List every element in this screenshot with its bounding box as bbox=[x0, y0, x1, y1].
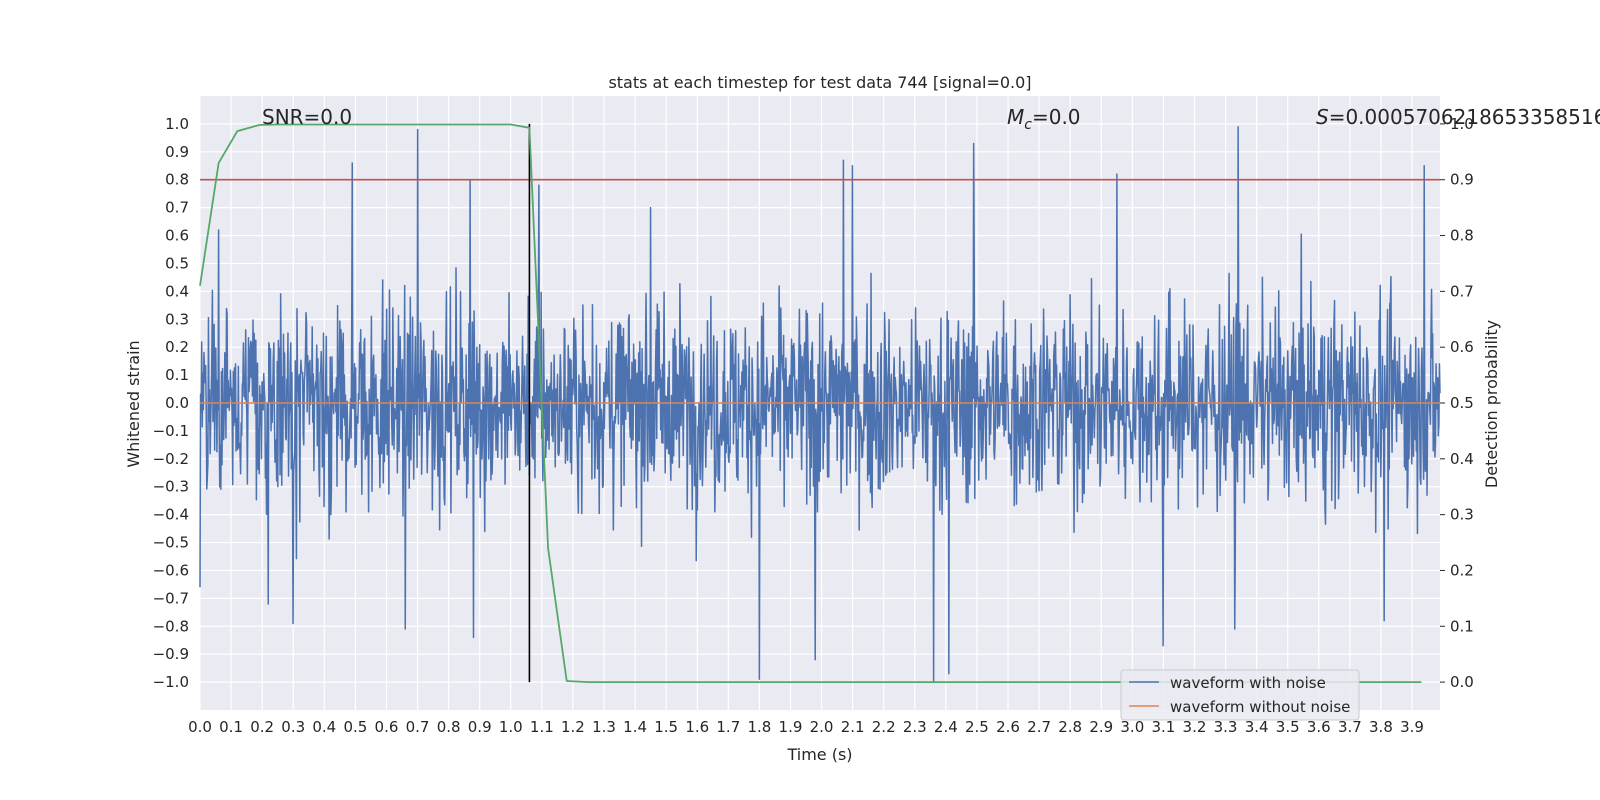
s-annotation-clip: S=0.0005706218653358516 bbox=[1316, 105, 1600, 129]
y-tick-label: 0.5 bbox=[165, 254, 189, 272]
x-tick-label: 0.8 bbox=[437, 718, 461, 736]
x-tick-label: 3.6 bbox=[1307, 718, 1331, 736]
x-tick-label: 1.4 bbox=[623, 718, 647, 736]
x-tick-label: 3.4 bbox=[1245, 718, 1269, 736]
x-tick-label: 1.5 bbox=[654, 718, 678, 736]
x-tick-label: 1.9 bbox=[779, 718, 803, 736]
x-tick-label: 1.1 bbox=[530, 718, 554, 736]
y-right-tick-label: 0.0 bbox=[1450, 673, 1474, 691]
chart-title: stats at each timestep for test data 744… bbox=[608, 73, 1031, 92]
s-annotation: S=0.0005706218653358516 bbox=[1316, 105, 1600, 129]
x-tick-label: 0.4 bbox=[312, 718, 336, 736]
y-tick-label: −0.2 bbox=[153, 450, 189, 468]
y-right-tick-label: 0.8 bbox=[1450, 227, 1474, 245]
mc-symbol: M bbox=[1007, 105, 1024, 129]
x-tick-label: 3.8 bbox=[1369, 718, 1393, 736]
x-tick-label: 2.3 bbox=[903, 718, 927, 736]
y-tick-label: 0.1 bbox=[165, 366, 189, 384]
x-tick-label: 2.5 bbox=[965, 718, 989, 736]
x-tick-label: 2.1 bbox=[841, 718, 865, 736]
y-right-tick-label: 0.3 bbox=[1450, 506, 1474, 524]
x-tick-label: 1.2 bbox=[561, 718, 585, 736]
x-tick-label: 0.5 bbox=[343, 718, 367, 736]
x-tick-label: 0.0 bbox=[188, 718, 212, 736]
series-detection-probability bbox=[199, 123, 1422, 683]
mc-value: =0.0 bbox=[1032, 105, 1081, 129]
y-right-tick-label: 0.2 bbox=[1450, 561, 1474, 579]
y-tick-label: −0.7 bbox=[153, 589, 189, 607]
x-axis-label: Time (s) bbox=[786, 745, 852, 764]
x-tick-label: 3.2 bbox=[1183, 718, 1207, 736]
x-tick-label: 0.6 bbox=[375, 718, 399, 736]
x-tick-label: 1.0 bbox=[499, 718, 523, 736]
x-tick-label: 3.0 bbox=[1120, 718, 1144, 736]
x-tick-label: 3.9 bbox=[1400, 718, 1424, 736]
x-tick-label: 2.2 bbox=[872, 718, 896, 736]
y-tick-label: −0.3 bbox=[153, 478, 189, 496]
y-tick-label: −0.9 bbox=[153, 645, 189, 663]
y-tick-label: −0.5 bbox=[153, 534, 189, 552]
y-tick-label: 0.4 bbox=[165, 282, 189, 300]
x-tick-label: 0.3 bbox=[281, 718, 305, 736]
y-tick-label: 1.0 bbox=[165, 115, 189, 133]
x-tick-label: 2.0 bbox=[810, 718, 834, 736]
y-tick-labels: 1.0 0.9 0.8 0.7 0.6 0.5 0.4 0.3 0.2 0.1 0.0 −0.1 −0.… bbox=[153, 115, 189, 691]
x-tick-label: 1.3 bbox=[592, 718, 616, 736]
mc-annotation: Mc=0.0 bbox=[1007, 105, 1081, 133]
y-right-tick-label: 0.1 bbox=[1450, 617, 1474, 635]
mc-subscript: c bbox=[1024, 117, 1032, 133]
legend-box bbox=[1120, 669, 1360, 721]
y-tick-label: 0.6 bbox=[165, 227, 189, 245]
y-right-tick-label: 0.4 bbox=[1450, 450, 1474, 468]
y-tick-label: 0.2 bbox=[165, 338, 189, 356]
y-tick-label: 0.7 bbox=[165, 199, 189, 217]
y-right-tick-label: 1.0 bbox=[1450, 115, 1474, 133]
y-tick-label: 0.3 bbox=[165, 310, 189, 328]
x-tick-label: 2.8 bbox=[1058, 718, 1082, 736]
y-tick-label: −1.0 bbox=[153, 673, 189, 691]
y-tick-label: 0.0 bbox=[165, 394, 189, 412]
y-tick-label: 0.9 bbox=[165, 143, 189, 161]
x-tick-label: 2.6 bbox=[996, 718, 1020, 736]
y-right-tick-label: 0.5 bbox=[1450, 394, 1474, 412]
x-tick-label: 2.9 bbox=[1089, 718, 1113, 736]
x-tick-label: 0.7 bbox=[406, 718, 430, 736]
x-tick-label: 2.7 bbox=[1027, 718, 1051, 736]
x-tick-label: 3.5 bbox=[1276, 718, 1300, 736]
y-axis-label: Whitened strain bbox=[124, 340, 143, 467]
s-value: =0.0005706218653358516 bbox=[1329, 105, 1600, 129]
series-waveform-with-noise bbox=[199, 125, 1441, 683]
y-right-tick-labels: 1.0 0.9 0.8 0.7 0.6 0.5 0.4 0.3 0.2 0.1 0.0 bbox=[1440, 115, 1474, 691]
x-tick-label: 1.6 bbox=[685, 718, 709, 736]
legend: waveform with noise waveform without noi… bbox=[1120, 669, 1360, 721]
y-tick-label: −0.4 bbox=[153, 506, 189, 524]
snr-annotation: SNR=0.0 bbox=[262, 105, 352, 129]
x-tick-label: 0.1 bbox=[219, 718, 243, 736]
legend-label-noise: waveform with noise bbox=[1170, 674, 1326, 692]
y-right-axis-label: Detection probability bbox=[1482, 320, 1501, 488]
x-tick-label: 2.4 bbox=[934, 718, 958, 736]
y-right-tick-label: 0.6 bbox=[1450, 338, 1474, 356]
x-tick-label: 3.7 bbox=[1338, 718, 1362, 736]
y-tick-label: −0.8 bbox=[153, 617, 189, 635]
x-tick-label: 1.7 bbox=[716, 718, 740, 736]
x-tick-label: 3.1 bbox=[1151, 718, 1175, 736]
legend-label-clean: waveform without noise bbox=[1170, 698, 1350, 716]
y-right-tick-label: 0.7 bbox=[1450, 282, 1474, 300]
s-symbol: S bbox=[1316, 105, 1329, 129]
x-tick-label: 3.3 bbox=[1214, 718, 1238, 736]
y-tick-label: −0.6 bbox=[153, 561, 189, 579]
x-tick-label: 1.8 bbox=[747, 718, 771, 736]
noise-line bbox=[199, 125, 1441, 683]
y-tick-label: 0.8 bbox=[165, 171, 189, 189]
probability-line bbox=[199, 123, 1422, 683]
y-right-tick-label: 0.9 bbox=[1450, 171, 1474, 189]
y-tick-label: −0.1 bbox=[153, 422, 189, 440]
x-tick-labels: 0.0 0.1 0.2 0.3 0.4 0.5 0.6 0.7 0.8 0.9 1.0 1.1 1.2 1… bbox=[188, 718, 1424, 736]
x-tick-label: 0.2 bbox=[250, 718, 274, 736]
x-tick-label: 0.9 bbox=[468, 718, 492, 736]
